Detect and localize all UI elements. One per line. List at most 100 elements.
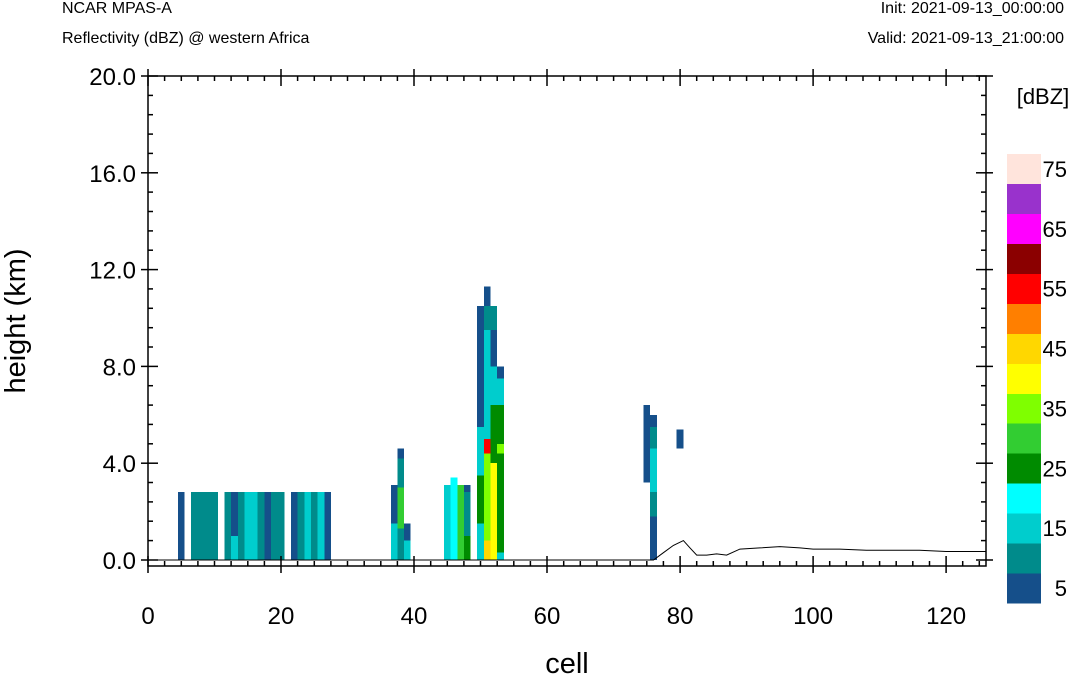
reflectivity-cell: [490, 330, 498, 367]
colorbar-swatch: [1007, 543, 1041, 574]
y-axis-title: height (km): [0, 248, 32, 393]
colorbar-swatch: [1007, 183, 1041, 215]
reflectivity-cell: [490, 463, 498, 560]
init-time: Init: 2021-09-13_00:00:00: [880, 0, 1064, 17]
reflectivity-cell: [264, 492, 272, 560]
reflectivity-cell: [483, 305, 491, 331]
colorbar-swatch: [1007, 154, 1041, 185]
reflectivity-cell: [490, 366, 498, 406]
colorbar-label: 45: [1043, 337, 1067, 362]
colorbar-swatch: [1007, 453, 1041, 484]
reflectivity-cell: [457, 484, 464, 560]
reflectivity-cell: [290, 492, 298, 560]
reflectivity-cell: [650, 516, 657, 560]
reflectivity-cell: [397, 487, 405, 529]
x-tick-label: 20: [268, 603, 295, 630]
reflectivity-cell: [450, 477, 458, 560]
colorbar-swatch: [1007, 213, 1041, 245]
reflectivity-cell: [483, 438, 491, 454]
plot-frame: [147, 75, 987, 567]
y-tick-label: 12.0: [89, 258, 136, 285]
x-tick-label: 60: [534, 603, 561, 630]
y-tick-label: 16.0: [89, 161, 136, 188]
reflectivity-cell: [443, 484, 451, 560]
reflectivity-cell: [497, 552, 504, 560]
reflectivity-cell: [237, 492, 245, 560]
reflectivity-cell: [477, 475, 484, 524]
reflectivity-cell: [390, 523, 398, 560]
reflectivity-cell: [497, 405, 504, 444]
colorbar-swatch: [1007, 333, 1041, 364]
colorbar-swatch: [1007, 423, 1041, 454]
reflectivity-cell: [497, 366, 504, 379]
colorbar-label: 55: [1043, 277, 1067, 302]
y-tick-label: 20.0: [89, 64, 136, 91]
x-tick-label: 0: [141, 603, 154, 630]
reflectivity-cell: [477, 426, 484, 476]
model-title: NCAR MPAS-A: [62, 0, 172, 17]
axis-ticks: [141, 69, 993, 573]
colorbar-label: 5: [1055, 576, 1067, 601]
reflectivity-cell: [483, 453, 491, 541]
y-tick-label: 8.0: [103, 354, 136, 381]
y-tick-labels: 0.0 4.0 8.0 12.0 16.0 20.0: [89, 64, 136, 575]
reflectivity-cell: [483, 330, 491, 439]
reflectivity-cell: [497, 378, 504, 406]
reflectivity-cell: [191, 492, 218, 560]
colorbar-swatch: [1007, 273, 1041, 304]
colorbar-swatch: [1007, 243, 1041, 275]
colorbar-swatch: [1007, 573, 1041, 604]
reflectivity-cell: [390, 484, 398, 524]
colorbar-label: 65: [1043, 217, 1067, 242]
reflectivity-cell: [231, 535, 238, 560]
colorbar-swatch: [1007, 513, 1041, 544]
x-tick-label: 40: [401, 603, 428, 630]
reflectivity-cell: [483, 286, 491, 306]
reflectivity-cell: [477, 523, 484, 560]
reflectivity-cell: [224, 492, 232, 560]
reflectivity-cell: [483, 540, 491, 560]
reflectivity-cell: [231, 492, 238, 536]
reflectivity-cell: [463, 492, 471, 536]
colorbar-label: 15: [1043, 516, 1067, 541]
reflectivity-cell: [497, 443, 504, 454]
reflectivity-cell: [477, 305, 484, 427]
colorbar-swatch: [1007, 483, 1041, 514]
terrain-line: [148, 539, 986, 561]
reflectivity-cell: [257, 492, 265, 560]
reflectivity-cell: [404, 523, 411, 541]
reflectivity-cell: [490, 305, 498, 331]
y-tick-label: 4.0: [103, 451, 136, 478]
x-tick-labels: 0 20 40 60 80 100 120: [141, 603, 966, 630]
reflectivity-cell: [397, 448, 405, 459]
reflectivity-cell: [650, 448, 657, 493]
reflectivity-cell: [304, 492, 311, 560]
colorbar-label: 75: [1043, 157, 1067, 182]
valid-time: Valid: 2021-09-13_21:00:00: [867, 30, 1064, 47]
x-tick-label: 120: [926, 603, 966, 630]
reflectivity-cell: [244, 492, 252, 560]
reflectivity-cell: [643, 405, 651, 483]
field-title: Reflectivity (dBZ) @ western Africa: [62, 30, 310, 47]
reflectivity-cell: [397, 458, 405, 488]
reflectivity-cell: [463, 535, 471, 560]
reflectivity-cell: [251, 492, 258, 560]
y-tick-label: 0.0: [103, 548, 136, 575]
reflectivity-cell: [271, 492, 285, 560]
colorbar: [1007, 154, 1041, 604]
colorbar-swatch: [1007, 393, 1041, 424]
colorbar-labels: 5 15 25 35 45 55 65 75: [1043, 157, 1067, 601]
reflectivity-cell: [490, 405, 498, 464]
x-tick-label: 80: [667, 603, 694, 630]
reflectivity-cell: [310, 492, 318, 560]
colorbar-label: 35: [1043, 396, 1067, 421]
reflectivity-cell: [404, 540, 411, 560]
reflectivity-cell: [317, 492, 325, 560]
reflectivity-cell: [650, 426, 657, 449]
colorbar-swatch: [1007, 363, 1041, 394]
reflectivity-cell: [324, 492, 331, 560]
x-tick-label: 100: [793, 603, 833, 630]
reflectivity-cell: [397, 528, 405, 560]
reflectivity-cell: [650, 414, 657, 427]
